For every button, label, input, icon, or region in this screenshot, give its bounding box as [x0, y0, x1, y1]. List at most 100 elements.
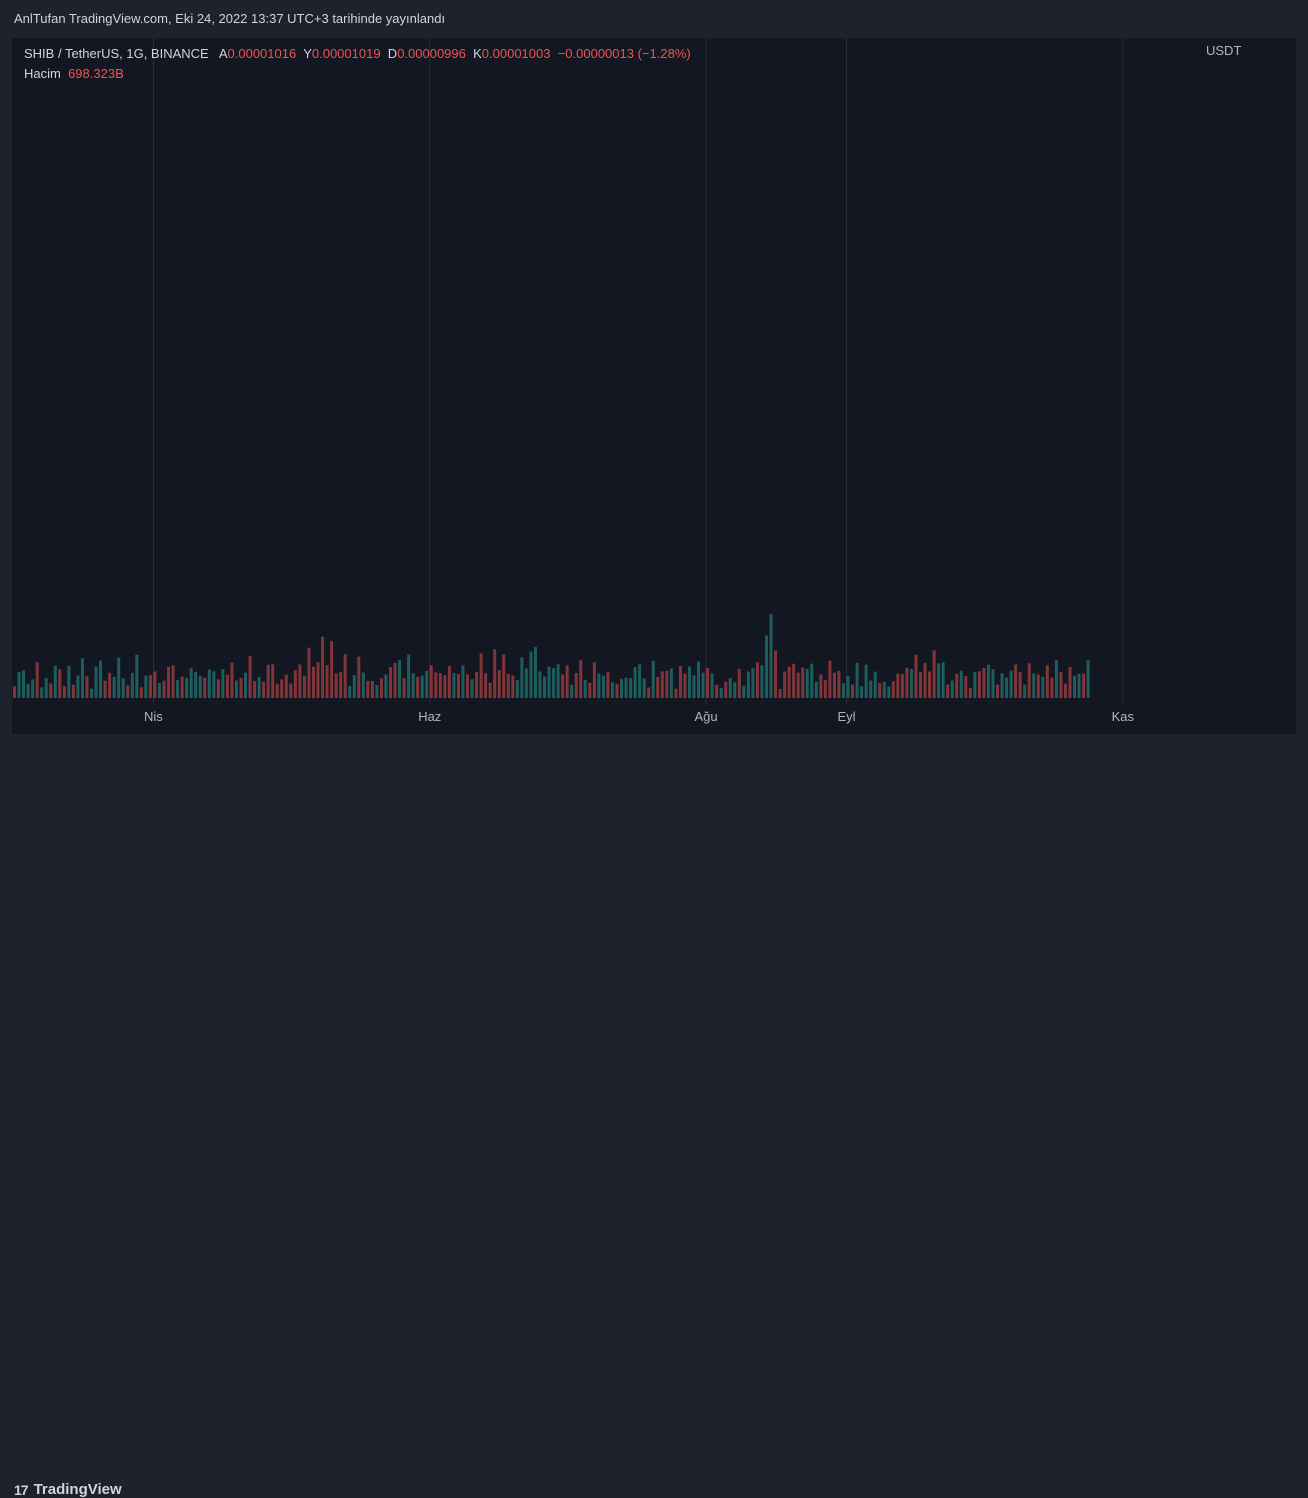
price-chart[interactable]: 0.000028000.000024000.000020000.00001600… [0, 0, 1308, 778]
volume-bar [701, 672, 705, 698]
volume-bar [891, 681, 895, 698]
volume-bar [597, 673, 601, 698]
symbol-label[interactable]: SHIB / TetherUS, 1G, BINANCE [24, 46, 209, 61]
volume-bar [574, 672, 578, 698]
volume-bar [524, 668, 528, 698]
volume-bar [216, 679, 220, 698]
volume-bar [882, 681, 886, 698]
volume-bar [946, 684, 950, 698]
volume-bar [325, 665, 329, 698]
volume-bar [914, 654, 918, 698]
volume-bar [176, 680, 180, 698]
volume-bar [470, 679, 474, 698]
volume-bar [941, 662, 945, 698]
volume-bar [13, 686, 16, 698]
price-axis: 0.000028000.000024000.000020000.00001600… [1206, 43, 1241, 58]
volume-bar [456, 674, 460, 698]
volume-bar [755, 662, 759, 698]
volume-bar [565, 665, 569, 698]
volume-bar [1045, 665, 1049, 698]
volume-bar [234, 680, 238, 698]
volume-bar [697, 661, 701, 698]
x-tick-label: Ağu [695, 709, 718, 724]
volume-bar [832, 672, 836, 698]
currency-label: USDT [1206, 43, 1241, 58]
volume-bar [361, 672, 365, 698]
volume-bar [841, 683, 845, 698]
volume-bar [398, 660, 402, 698]
volume-bar [420, 675, 424, 698]
volume-bar [221, 669, 225, 698]
footer: 17 TradingView [0, 734, 1308, 1498]
volume-bar [44, 678, 48, 698]
tradingview-brand[interactable]: 17 TradingView [14, 1481, 122, 1498]
volume-bar [746, 671, 750, 698]
volume-bar [112, 676, 116, 698]
volume-bar [1027, 663, 1031, 698]
volume-bar [588, 682, 592, 698]
low-label: D [387, 46, 398, 61]
volume-bar [289, 683, 293, 698]
volume-bar [660, 671, 664, 698]
volume-bar [515, 680, 519, 698]
volume-bar [31, 679, 35, 698]
volume-bar [429, 665, 433, 698]
volume-bar [592, 662, 596, 698]
volume-bar [280, 679, 284, 698]
volume-bar [851, 684, 855, 698]
volume-bar [343, 654, 347, 698]
volume-bar [733, 682, 737, 698]
volume-bar [1005, 677, 1009, 698]
volume-bar [493, 649, 497, 698]
volume-bar [1082, 673, 1086, 698]
volume-bar [950, 680, 954, 698]
volume-bar [475, 672, 479, 698]
volume-bar [321, 636, 325, 698]
volume-bar [719, 687, 723, 698]
volume-bar [1023, 684, 1027, 698]
volume-bar [461, 665, 465, 698]
volume-bar [284, 674, 288, 698]
volume-bar [610, 682, 614, 698]
volume-bar [90, 688, 94, 698]
volume-bar [67, 665, 71, 698]
volume-bar [552, 668, 556, 698]
volume-bar [751, 668, 755, 698]
volume-bar [434, 672, 438, 698]
volume-bar [977, 671, 981, 698]
volume-bar [982, 667, 986, 698]
volume-bar [384, 674, 388, 698]
volume-bar [266, 664, 270, 698]
volume-bar [520, 657, 524, 698]
volume-bar [783, 671, 787, 698]
volume-bar [1032, 673, 1036, 698]
volume-bar [692, 675, 696, 698]
volume-bar [543, 676, 547, 698]
volume-bar [579, 660, 583, 698]
volume-bar [1018, 671, 1022, 698]
grid-lines [152, 38, 1124, 704]
volume-bar [153, 671, 157, 698]
volume-bar [443, 675, 447, 698]
volume-bar [651, 660, 655, 698]
volume-bar [864, 664, 868, 698]
volume-bar [887, 686, 891, 698]
volume-bar [452, 672, 456, 698]
volume-bar [900, 674, 904, 698]
volume-bar [447, 666, 451, 698]
volume-bar [117, 657, 121, 698]
time-axis: NisHazAğuEylKas2023Şub [144, 709, 1135, 724]
volume-bar [357, 656, 361, 698]
chart-area[interactable] [12, 38, 1296, 734]
volume-bar [742, 685, 746, 698]
volume-bar [674, 688, 678, 698]
volume-bar [896, 673, 900, 698]
volume-bar [923, 662, 927, 698]
volume-bar [937, 663, 941, 698]
close-value: 0.00001003 [481, 46, 551, 61]
volume-bar [814, 681, 818, 698]
brand-name: TradingView [33, 1481, 122, 1498]
volume-bar [986, 664, 990, 698]
volume-bar [769, 613, 773, 698]
volume-bar [130, 672, 134, 698]
